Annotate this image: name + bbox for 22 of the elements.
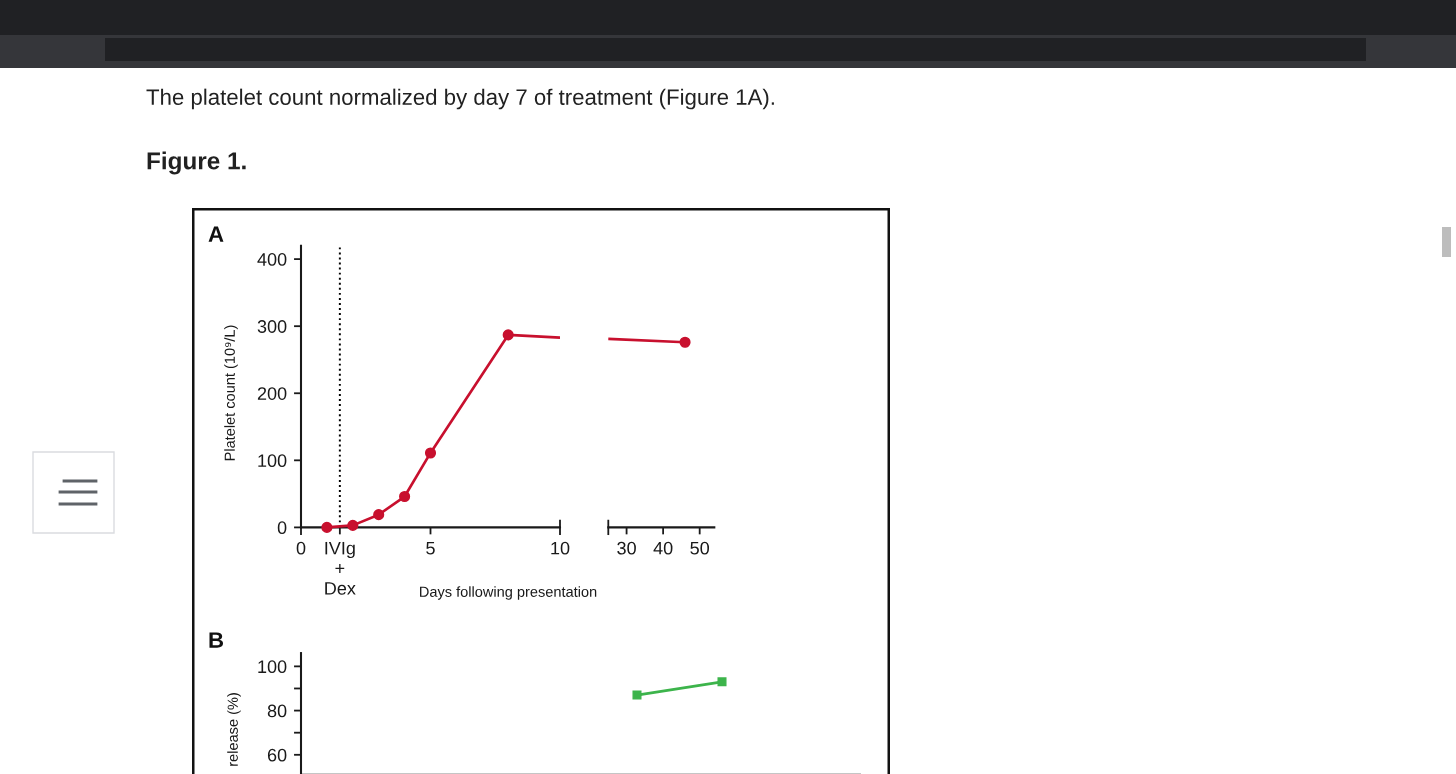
y-tick-label: 60: [267, 748, 287, 762]
x-tick-label: 10: [551, 541, 570, 555]
y-tick-label: 80: [267, 704, 287, 718]
y-tick-label: 100: [258, 454, 287, 468]
y-tick-label: 400: [257, 253, 287, 266]
caption: Figure 1.: [147, 151, 246, 175]
y-tick-label: 0: [277, 521, 287, 535]
y-tick-label: 200: [257, 387, 287, 400]
y-axis-title: Platelet count (10⁹/L): [224, 325, 238, 461]
text: The platelet count normalized by day 7 of treatment (Figure 1A).: [146, 88, 774, 110]
y-tick-label: 100: [258, 660, 287, 674]
chart-title: A: [208, 226, 224, 242]
chart-title: B: [209, 632, 224, 648]
x-tick-label: 30: [617, 541, 636, 555]
x-tick-label: 0: [296, 541, 306, 555]
x-tick-label: 5: [426, 541, 435, 555]
x-axis-title: Days following presentation: [420, 586, 597, 600]
y-axis-title: release (%): [227, 693, 241, 766]
x-tick-label: 40: [653, 541, 673, 555]
x-tick-label: 50: [690, 541, 710, 555]
y-tick-label: 300: [257, 320, 287, 333]
x-tick-label: IVIg + Dex: [325, 541, 356, 595]
